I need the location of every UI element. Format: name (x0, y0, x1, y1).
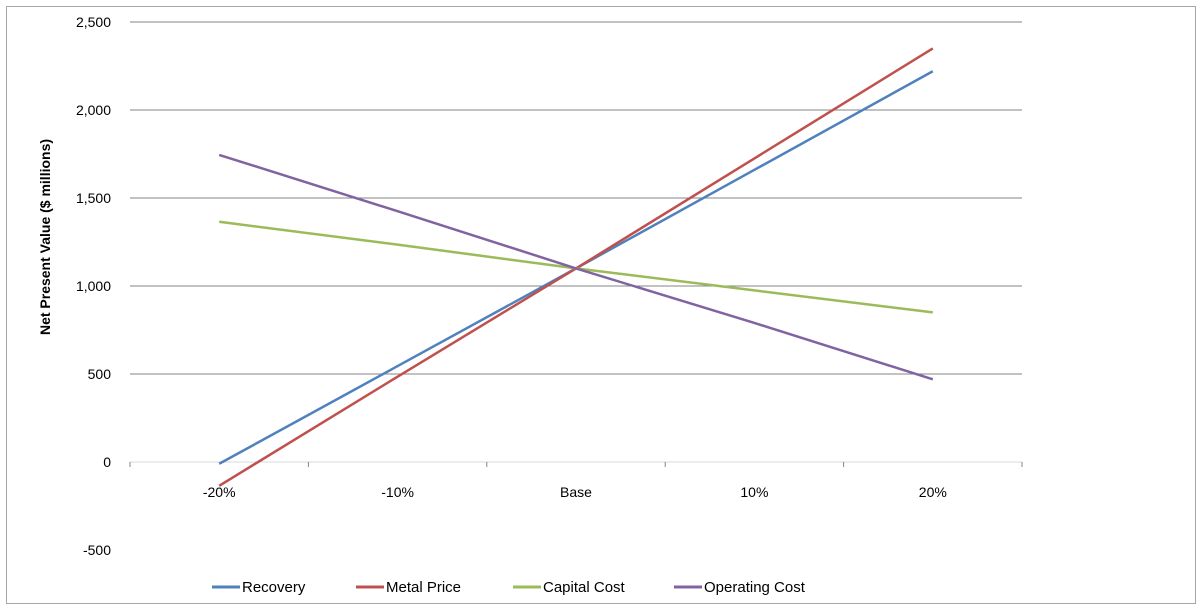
y-tick-label: 1,500 (76, 190, 111, 206)
y-axis-title: Net Present Value ($ millions) (37, 139, 53, 335)
y-tick-label: 1,000 (76, 278, 111, 294)
y-tick-label: 2,000 (76, 102, 111, 118)
x-tick-label: -10% (381, 484, 414, 500)
legend-label-recovery: Recovery (242, 579, 306, 596)
legend-label-operating-cost: Operating Cost (704, 579, 806, 596)
y-tick-label: 2,500 (76, 14, 111, 30)
x-tick-label: Base (560, 484, 592, 500)
series-lines (218, 47, 934, 487)
series-line-metal-price (218, 47, 934, 487)
legend-label-capital-cost: Capital Cost (543, 579, 626, 596)
y-tick-label: -500 (83, 542, 111, 558)
y-tick-label: 0 (103, 454, 111, 470)
series-line-operating-cost (218, 153, 934, 381)
x-tick-labels: -20% -10% Base 10% 20% (203, 484, 947, 500)
legend-label-metal-price: Metal Price (386, 579, 461, 596)
x-tick-label: -20% (203, 484, 236, 500)
x-tick-label: 20% (919, 484, 947, 500)
legend: Recovery Metal Price Capital Cost Operating… (212, 579, 806, 596)
y-tick-labels: -500 0 500 1,000 1,500 2,000 2,500 (76, 14, 111, 558)
chart-frame (6, 6, 1196, 604)
y-tick-label: 500 (88, 366, 112, 382)
gridlines (130, 21, 1022, 375)
x-axis (129, 461, 1023, 467)
x-tick-label: 10% (740, 484, 768, 500)
